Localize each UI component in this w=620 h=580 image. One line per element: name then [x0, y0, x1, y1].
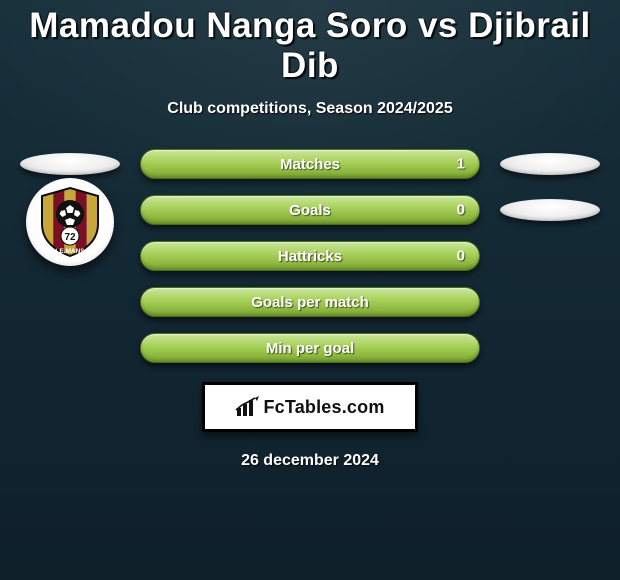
stat-label: Matches	[280, 156, 340, 173]
club-label: LE.MANS	[55, 248, 85, 255]
stat-label: Goals per match	[251, 294, 369, 311]
page-title: Mamadou Nanga Soro vs Djibrail Dib	[0, 6, 620, 86]
watermark-text: FcTables.com	[263, 397, 384, 418]
stat-right-value: 1	[457, 156, 465, 173]
stat-row: Matches 1	[20, 148, 600, 180]
stat-bar: Goals 0	[140, 195, 480, 225]
stat-bar: Min per goal	[140, 333, 480, 363]
stat-bar: Hattricks 0	[140, 241, 480, 271]
bar-chart-icon	[235, 396, 261, 418]
stat-label: Min per goal	[266, 340, 354, 357]
stat-label: Goals	[289, 202, 331, 219]
club-crest-icon: 72 LE.MANS	[32, 184, 108, 260]
stat-bar: Matches 1	[140, 149, 480, 179]
club-badge: 72 LE.MANS	[26, 178, 114, 266]
footer-date: 26 december 2024	[241, 452, 379, 470]
stat-bar: Goals per match	[140, 287, 480, 317]
right-value-pill	[500, 153, 600, 175]
stat-row: Min per goal	[20, 332, 600, 364]
watermark: FcTables.com	[202, 382, 418, 432]
stat-label: Hattricks	[278, 248, 342, 265]
stat-right-value: 0	[457, 248, 465, 265]
page-subtitle: Club competitions, Season 2024/2025	[167, 100, 452, 118]
club-number: 72	[64, 232, 76, 243]
right-value-pill	[500, 199, 600, 221]
stat-row: Goals per match	[20, 286, 600, 318]
stat-right-value: 0	[457, 202, 465, 219]
left-value-pill	[20, 153, 120, 175]
